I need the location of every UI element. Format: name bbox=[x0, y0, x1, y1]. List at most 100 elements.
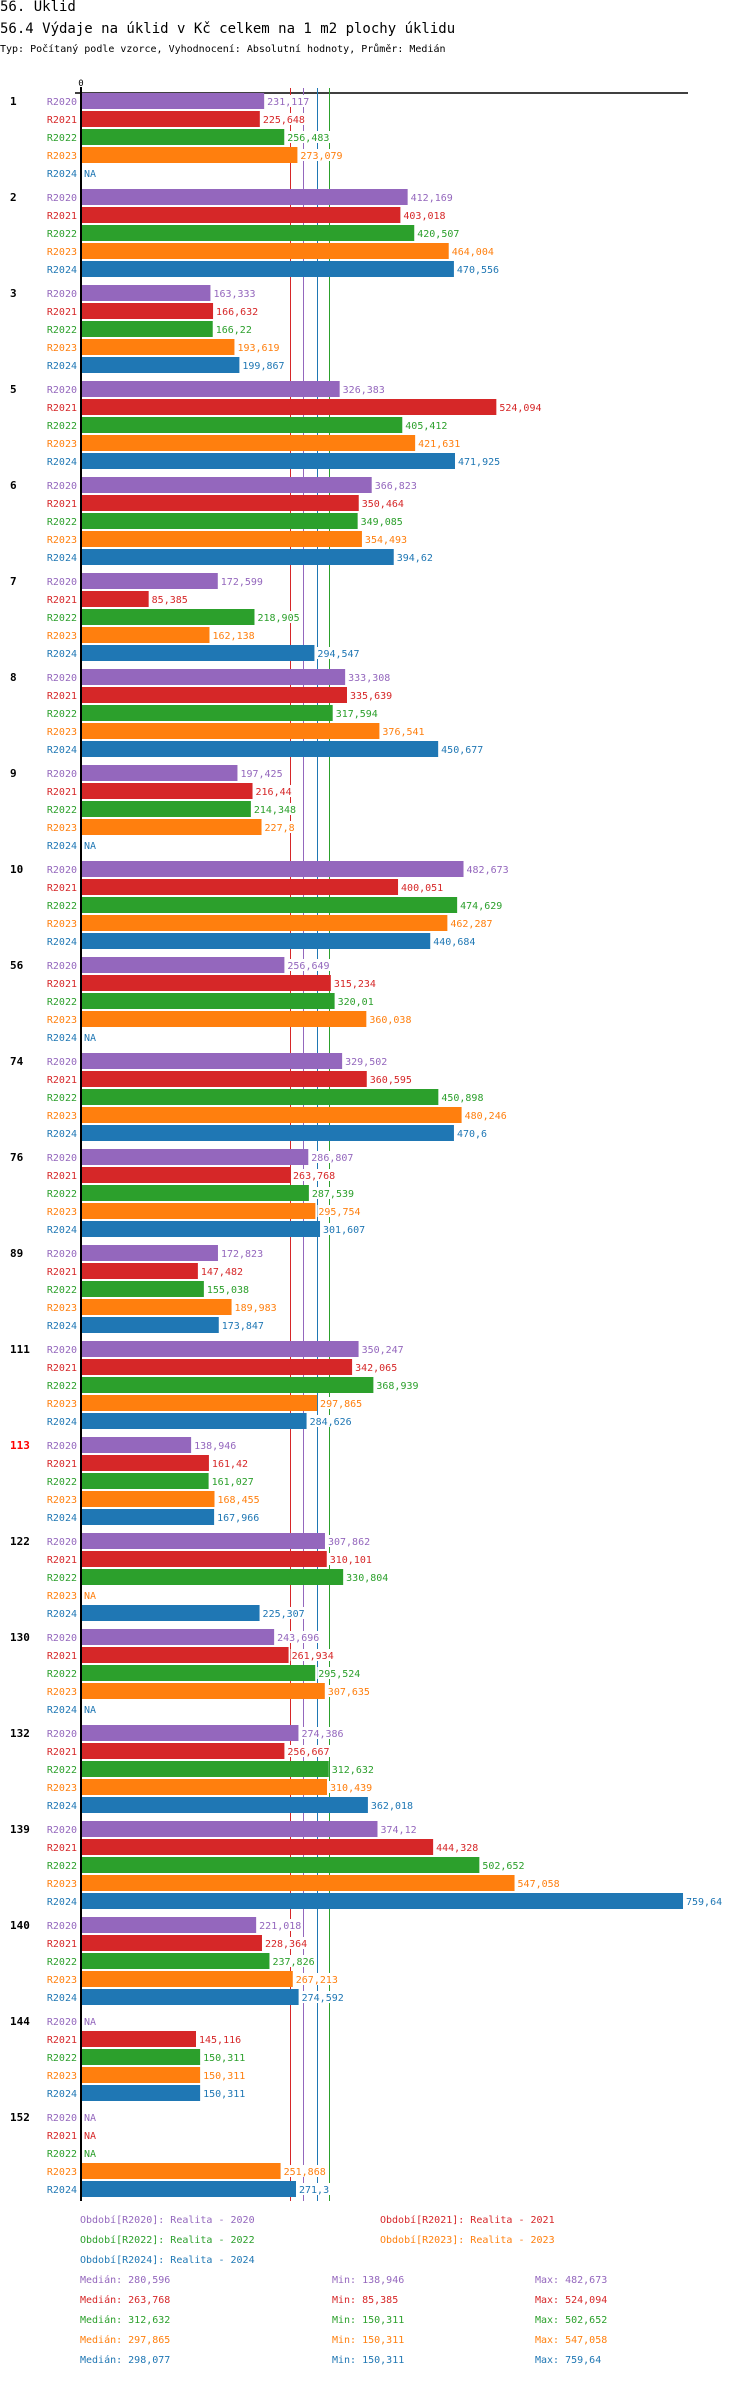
bar bbox=[81, 1455, 209, 1471]
bar bbox=[81, 1071, 367, 1087]
value-label-bg bbox=[685, 1895, 724, 1907]
value-label: 172,599 bbox=[221, 577, 263, 588]
value-label: 295,754 bbox=[318, 1207, 360, 1218]
stat-min: Min: 85,385 bbox=[332, 2295, 399, 2306]
category-label: 130 bbox=[10, 1631, 30, 1644]
series-label: R2023 bbox=[47, 727, 77, 738]
value-label: 342,065 bbox=[355, 1363, 397, 1374]
stat-min: Min: 138,946 bbox=[332, 2275, 405, 2286]
value-label: 145,116 bbox=[199, 2035, 241, 2046]
value-label: 312,632 bbox=[332, 1765, 374, 1776]
value-label-bg bbox=[308, 1415, 354, 1427]
value-label: 243,696 bbox=[277, 1633, 319, 1644]
bar bbox=[81, 1629, 275, 1645]
series-label: R2021 bbox=[47, 2131, 77, 2142]
bar bbox=[81, 1797, 368, 1813]
value-label: 167,966 bbox=[217, 1513, 259, 1524]
series-label: R2020 bbox=[47, 2017, 77, 2028]
bar bbox=[81, 1509, 215, 1525]
bar bbox=[81, 1245, 218, 1261]
stat-max: Max: 759,64 bbox=[535, 2355, 602, 2366]
series-label: R2020 bbox=[47, 1057, 77, 1068]
bar bbox=[81, 1107, 462, 1123]
bar bbox=[81, 1437, 192, 1453]
series-label: R2022 bbox=[47, 997, 77, 1008]
value-label-bg bbox=[239, 767, 285, 779]
bar bbox=[81, 1917, 257, 1933]
series-label: R2020 bbox=[47, 1249, 77, 1260]
value-label-bg bbox=[236, 341, 282, 353]
value-label-bg bbox=[317, 1667, 362, 1679]
value-label-bg bbox=[276, 1631, 321, 1643]
series-label: R2020 bbox=[47, 385, 77, 396]
series-label: R2020 bbox=[47, 97, 77, 108]
series-label: R2023 bbox=[47, 1015, 77, 1026]
value-label: 274,592 bbox=[302, 1993, 344, 2004]
value-label: 444,328 bbox=[436, 1843, 478, 1854]
series-label: R2023 bbox=[47, 1687, 77, 1698]
bar bbox=[81, 669, 346, 685]
bar bbox=[81, 417, 403, 433]
bar bbox=[81, 1743, 285, 1759]
category-label: 144 bbox=[10, 2015, 30, 2028]
series-label: R2022 bbox=[47, 1765, 77, 1776]
series-label: R2024 bbox=[47, 1897, 77, 1908]
bar bbox=[81, 1953, 270, 1969]
bar bbox=[81, 207, 401, 223]
bar bbox=[81, 801, 251, 817]
bar bbox=[81, 705, 333, 721]
value-label: 284,626 bbox=[310, 1417, 352, 1428]
category-label: 122 bbox=[10, 1535, 30, 1548]
series-label: R2020 bbox=[47, 961, 77, 972]
value-label: 307,862 bbox=[328, 1537, 370, 1548]
value-label: 420,507 bbox=[417, 229, 459, 240]
value-label-bg bbox=[261, 1607, 307, 1619]
bar bbox=[81, 261, 454, 277]
bar bbox=[81, 1149, 309, 1165]
value-label: 362,018 bbox=[371, 1801, 413, 1812]
value-label: 320,01 bbox=[338, 997, 374, 1008]
value-label-bg bbox=[286, 1745, 332, 1757]
bar bbox=[81, 2031, 197, 2047]
value-label: 333,308 bbox=[348, 673, 390, 684]
series-label: R2021 bbox=[47, 115, 77, 126]
value-label-bg bbox=[381, 725, 427, 737]
category-label: 1 bbox=[10, 95, 17, 108]
value-label: 376,541 bbox=[382, 727, 424, 738]
value-label: 231,117 bbox=[267, 97, 309, 108]
series-label: R2022 bbox=[47, 1861, 77, 1872]
value-label-bg bbox=[150, 593, 190, 605]
bar bbox=[81, 933, 431, 949]
value-label-bg bbox=[271, 1955, 317, 1967]
bar bbox=[81, 2163, 281, 2179]
value-label-bg bbox=[345, 1571, 390, 1583]
value-label: 329,502 bbox=[345, 1057, 387, 1068]
value-label-bg bbox=[435, 1841, 480, 1853]
bar bbox=[81, 1761, 329, 1777]
bar bbox=[81, 993, 335, 1009]
stat-median: Medián: 297,865 bbox=[80, 2335, 171, 2346]
value-label-bg bbox=[330, 1763, 376, 1775]
value-label: NA bbox=[84, 841, 96, 852]
series-label: R2020 bbox=[47, 1633, 77, 1644]
value-label: 271,3 bbox=[299, 2185, 329, 2196]
bar bbox=[81, 1089, 439, 1105]
category-label: 7 bbox=[10, 575, 17, 588]
value-label: 374,12 bbox=[380, 1825, 416, 1836]
value-label-bg bbox=[344, 1055, 389, 1067]
bar bbox=[81, 1893, 684, 1909]
bar bbox=[81, 2067, 201, 2083]
series-label: R2024 bbox=[47, 361, 77, 372]
value-label: 502,652 bbox=[482, 1861, 524, 1872]
bar bbox=[81, 1551, 327, 1567]
value-label-bg bbox=[263, 821, 297, 833]
value-label: 228,364 bbox=[265, 1939, 307, 1950]
bar bbox=[81, 915, 448, 931]
value-label-bg bbox=[440, 1091, 486, 1103]
bar bbox=[81, 339, 235, 355]
bar bbox=[81, 1989, 299, 2005]
stat-max: Max: 547,058 bbox=[535, 2335, 608, 2346]
value-label-bg bbox=[294, 1973, 340, 1985]
series-label: R2024 bbox=[47, 553, 77, 564]
value-label: 155,038 bbox=[207, 1285, 249, 1296]
